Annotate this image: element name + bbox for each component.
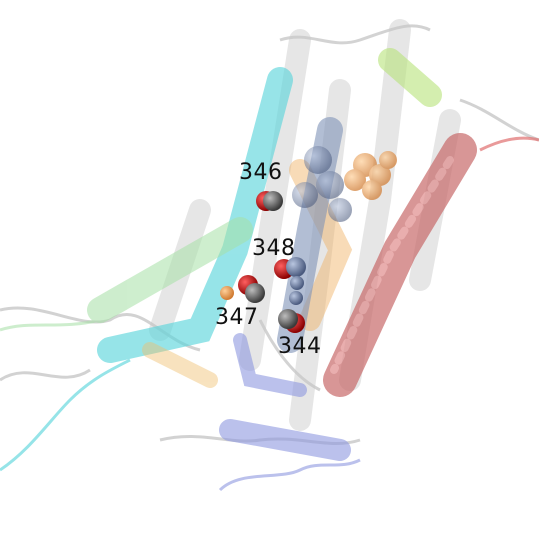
green-helix — [0, 217, 253, 332]
blue-helix — [218, 333, 361, 492]
orange-sphere-cluster — [344, 151, 397, 200]
cyan-helix — [0, 67, 293, 472]
orange-small-sphere — [220, 286, 234, 300]
residue-label-344: 344 — [278, 334, 322, 359]
residue-346-spheres — [256, 191, 283, 211]
red-helix — [323, 133, 539, 397]
lime-helix — [378, 48, 442, 107]
residue-label-348: 348 — [252, 236, 296, 261]
residue-344-spheres — [278, 309, 305, 333]
residue-label-347: 347 — [215, 305, 259, 330]
residue-347-spheres — [238, 275, 265, 303]
slate-sphere-cluster — [292, 146, 352, 222]
residue-348-spheres — [274, 257, 306, 305]
residue-label-346: 346 — [239, 160, 283, 185]
